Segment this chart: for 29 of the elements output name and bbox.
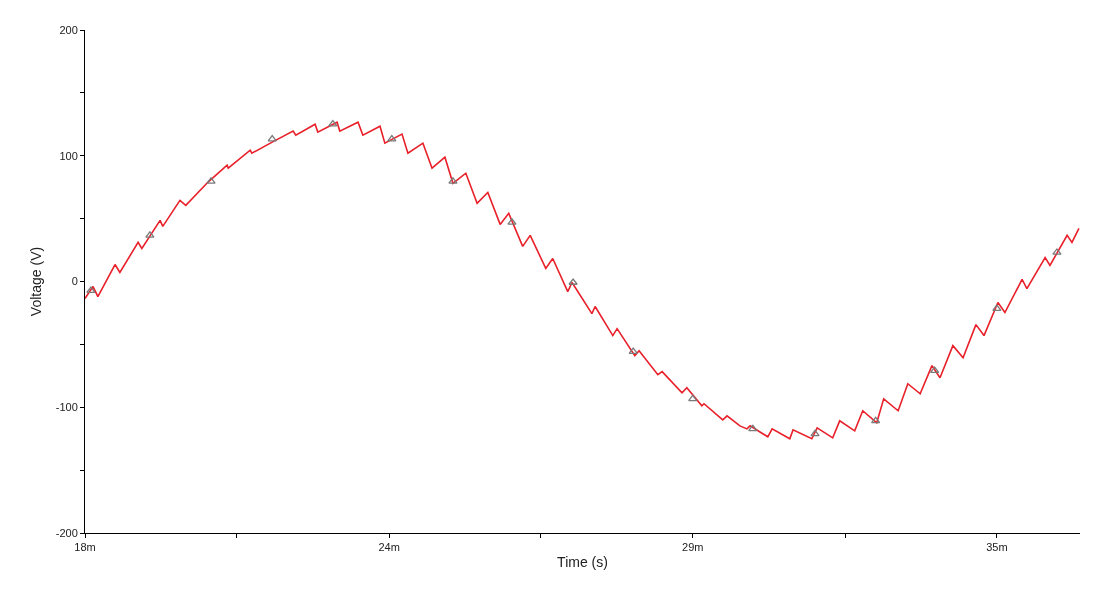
y-tick-label: 200 [59,23,78,36]
y-tick-label: 0 [71,275,78,288]
point [628,347,638,355]
x-tick-label: 18m [74,541,96,554]
point [688,394,698,402]
y-tick-label: -200 [55,526,78,539]
point [448,177,458,184]
point [267,135,277,142]
point [145,231,155,238]
point [929,366,940,374]
line-series [85,121,1080,440]
point [387,135,397,142]
x-axis-title: Time (s) [557,553,608,570]
point [206,177,216,184]
x-tick-label: 29m [682,541,704,554]
point [870,416,881,424]
x-tick-label: 35m [986,541,1008,554]
point [810,429,820,437]
point [86,286,96,293]
x-tick-label: 24m [378,541,400,554]
point [992,304,1002,311]
point [507,218,517,225]
y-axis-title: Voltage (V) [28,246,45,317]
point [568,278,578,285]
y-tick-label: 100 [59,149,78,162]
y-tick-label: -100 [55,401,78,414]
point [328,120,338,127]
point [1052,248,1062,255]
point [748,424,758,432]
